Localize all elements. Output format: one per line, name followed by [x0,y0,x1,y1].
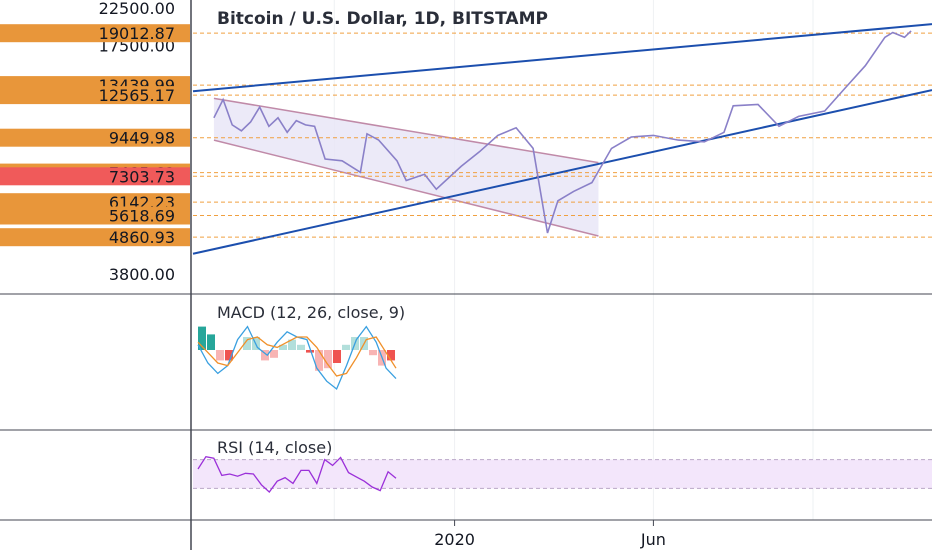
macd-histogram-bar [297,344,305,350]
macd-histogram-bar [261,350,269,361]
time-tick-label: Jun [640,530,666,549]
rsi-line [197,455,397,493]
price-label-box [0,206,190,225]
macd-histogram-bar [333,350,341,363]
price-label-text: 19012.87 [99,24,175,43]
upper-trendline [192,23,932,93]
macd-title: MACD (12, 26, close, 9) [217,303,405,322]
macd-histogram-bar [306,350,314,353]
macd-histogram-bar [225,350,233,361]
channel-lower-line [213,139,599,237]
price-label-box [0,228,190,247]
macd-histogram-bar [324,350,332,369]
macd-histogram-bar [279,344,287,350]
price-label-box [0,86,190,105]
signal-line [197,336,397,377]
rsi-title: RSI (14, close) [217,438,332,457]
price-label-text: 12565.17 [99,86,175,105]
macd-histogram-bar [198,326,206,350]
main-title: Bitcoin / U.S. Dollar, 1D, BITSTAMP [217,9,548,29]
price-label-text: 7303.73 [109,167,175,186]
trendlines [192,23,932,255]
price-line [213,30,912,234]
time-tick-label: 2020 [434,530,475,549]
grid-lines [333,0,814,520]
macd-histogram-bar [216,350,224,361]
lower-trendline [192,89,932,255]
channel-fill [213,98,599,236]
price-label-text: 5618.69 [109,207,175,226]
rsi-band [193,459,932,489]
macd-histogram-bar [342,344,350,350]
macd-pane [197,325,397,391]
price-label-box [0,167,190,186]
macd-histogram-bar [315,350,323,371]
price-label-box [0,24,190,43]
rsi-pane [197,455,397,493]
time-axis: 2020 Jun [434,520,666,549]
price-tick-label: 3800.00 [109,265,175,284]
macd-histogram-bar [207,334,215,350]
macd-histogram-bar [288,339,296,350]
price-label-text: 4860.93 [109,228,175,247]
rsi-band-fill [193,459,932,489]
macd-histogram-bar [387,350,395,361]
price-axis-labels: 22500.0017500.003800.0019012.8713439.991… [0,0,190,284]
price-tick-label: 22500.00 [99,0,175,18]
macd-histogram-bar [369,350,377,356]
price-series [213,30,912,234]
macd-histogram-bar [243,337,251,350]
macd-histogram-bar [270,350,278,358]
price-label-box [0,128,190,147]
price-label-text: 9449.98 [109,129,175,148]
